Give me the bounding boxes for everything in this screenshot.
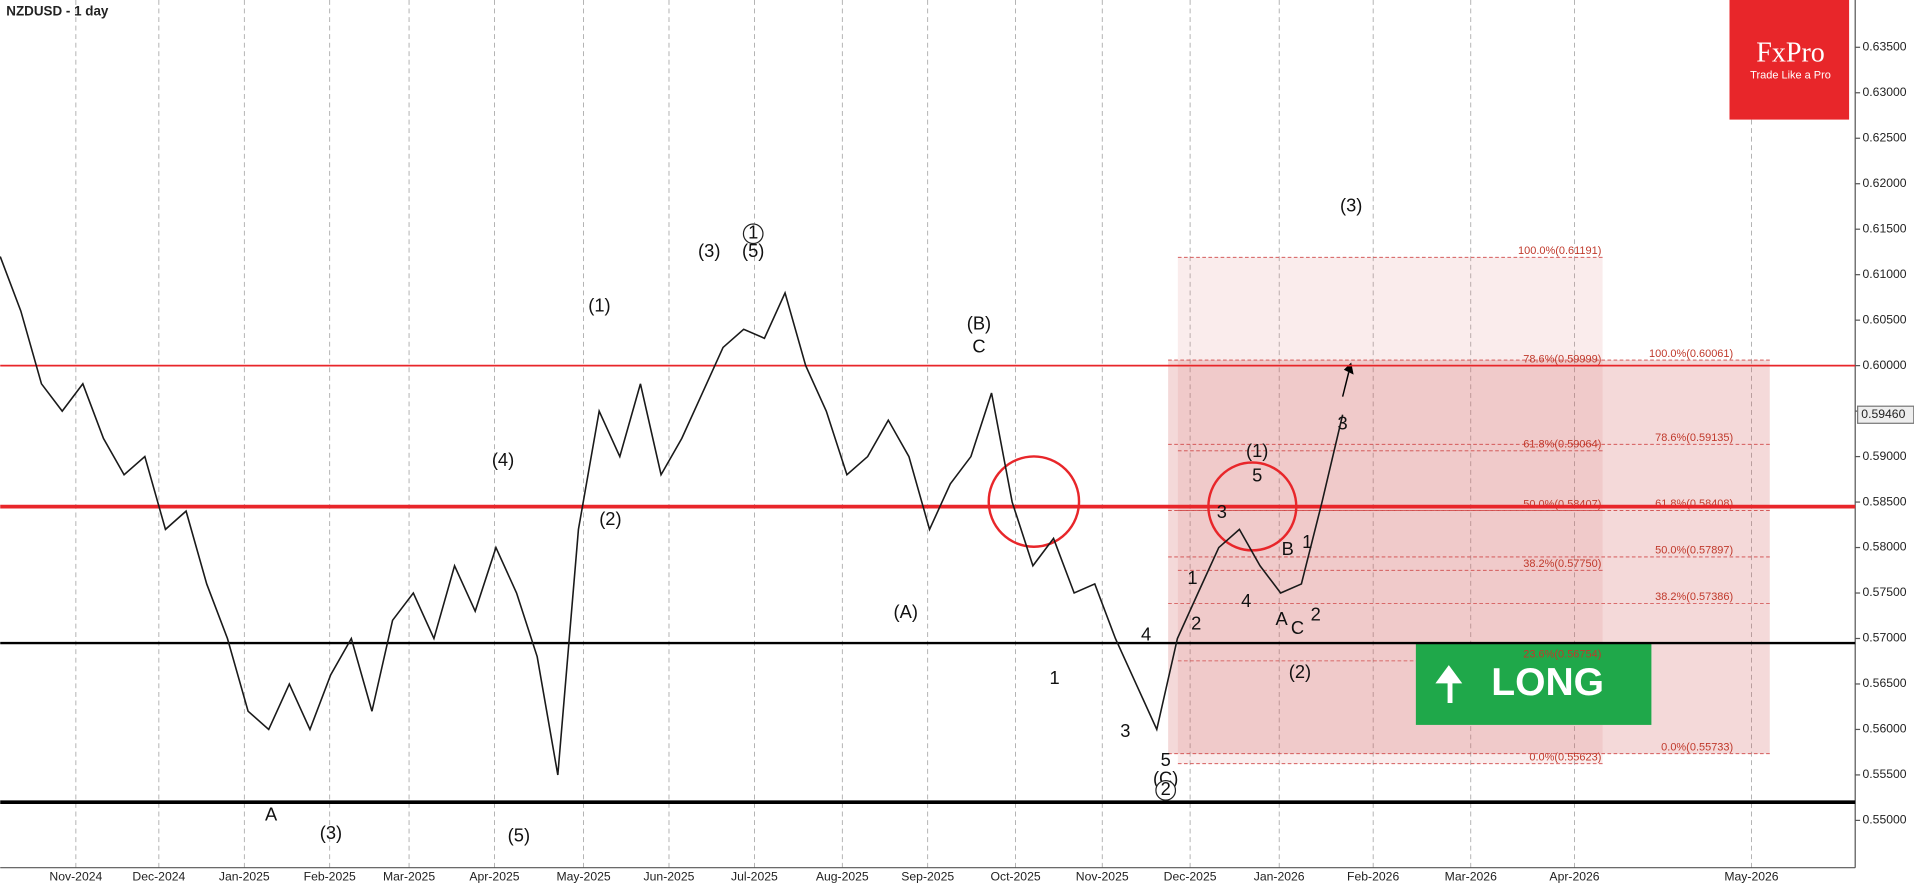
- wave-label: A: [1276, 608, 1289, 629]
- fib-label: 61.8%(0.59064): [1523, 439, 1601, 451]
- wave-label: 4: [1241, 590, 1251, 611]
- wave-label: 1: [1187, 567, 1197, 588]
- brand-tagline: Trade Like a Pro: [1750, 70, 1831, 82]
- x-tick-label: Nov-2024: [49, 870, 102, 884]
- y-tick-label: 0.55500: [1863, 767, 1907, 781]
- y-tick-label: 0.56000: [1863, 722, 1907, 736]
- wave-label: C: [972, 335, 985, 356]
- y-tick-label: 0.57000: [1863, 631, 1907, 645]
- wave-label: (2): [599, 508, 621, 529]
- wave-label: (A): [894, 601, 918, 622]
- fib-label: 50.0%(0.57897): [1655, 545, 1733, 557]
- x-tick-label: May-2025: [556, 870, 610, 884]
- y-tick-label: 0.60500: [1863, 312, 1907, 326]
- y-tick-label: 0.61000: [1863, 267, 1907, 281]
- wave-circle: [742, 223, 764, 245]
- x-tick-label: Apr-2026: [1549, 870, 1599, 884]
- x-tick-label: Mar-2025: [383, 870, 435, 884]
- x-tick-label: May-2026: [1724, 870, 1778, 884]
- up-arrow-icon: [1435, 665, 1463, 703]
- wave-label: 3: [1120, 720, 1130, 741]
- brand-logo: FxPro Trade Like a Pro: [1729, 0, 1850, 120]
- fib-label: 0.0%(0.55733): [1661, 742, 1733, 754]
- y-tick-label: 0.61500: [1863, 221, 1907, 235]
- brand-name: FxPro: [1756, 37, 1825, 68]
- wave-label: 3: [1338, 413, 1348, 434]
- wave-label: 3: [1217, 501, 1227, 522]
- fib-label: 100.0%(0.60061): [1649, 348, 1733, 360]
- fib-label: 78.6%(0.59135): [1655, 432, 1733, 444]
- wave-label: 5: [1161, 749, 1171, 770]
- x-tick-label: Jun-2025: [644, 870, 695, 884]
- y-tick-label: 0.55000: [1863, 813, 1907, 827]
- y-tick-label: 0.59000: [1863, 449, 1907, 463]
- fib-label: 23.6%(0.56754): [1523, 649, 1601, 661]
- wave-label: C: [1291, 617, 1304, 638]
- fib-label: 78.6%(0.59999): [1523, 354, 1601, 366]
- x-tick-label: Jan-2025: [219, 870, 270, 884]
- wave-label: 1: [748, 222, 758, 243]
- wave-label: 2: [1311, 604, 1321, 625]
- wave-label: B: [1282, 538, 1294, 559]
- signal-label: LONG: [1491, 661, 1604, 704]
- highlight-circle: [987, 455, 1081, 548]
- x-tick-label: Feb-2025: [304, 870, 356, 884]
- wave-label: 1: [1050, 667, 1060, 688]
- fib-label: 50.0%(0.58407): [1523, 498, 1601, 510]
- last-price-label: 0.59460: [1861, 407, 1905, 421]
- wave-label: (5): [508, 825, 530, 846]
- fib-label: 0.0%(0.55623): [1529, 752, 1601, 764]
- x-tick-label: Mar-2026: [1445, 870, 1497, 884]
- wave-label: 4: [1141, 624, 1151, 645]
- wave-label: 1: [1302, 531, 1312, 552]
- wave-label: (3): [320, 822, 342, 843]
- wave-circle: [1155, 780, 1177, 801]
- projection-arrow: [1341, 372, 1350, 397]
- x-tick-label: Nov-2025: [1076, 870, 1129, 884]
- wave-label: 5: [1252, 464, 1262, 485]
- wave-label: (4): [492, 449, 514, 470]
- wave-label: (1): [1246, 440, 1268, 461]
- price-line: [0, 256, 1344, 776]
- signal-button: LONG: [1415, 643, 1652, 725]
- y-tick-label: 0.62000: [1863, 176, 1907, 190]
- y-tick-label: 0.60000: [1863, 358, 1907, 372]
- y-tick-label: 0.57500: [1863, 585, 1907, 599]
- y-tick-label: 0.63000: [1863, 85, 1907, 99]
- x-tick-label: Apr-2025: [469, 870, 519, 884]
- x-tick-label: Oct-2025: [991, 870, 1041, 884]
- wave-label: (2): [1289, 661, 1311, 682]
- fib-label: 38.2%(0.57750): [1523, 558, 1601, 570]
- chart-title: NZDUSD - 1 day: [6, 4, 109, 19]
- x-tick-label: Sep-2025: [901, 870, 954, 884]
- signal-box: [1415, 643, 1652, 725]
- x-tick-label: Jan-2026: [1254, 870, 1305, 884]
- wave-label: A: [265, 804, 278, 825]
- x-tick-label: Aug-2025: [816, 870, 869, 884]
- wave-label: 2: [1161, 778, 1171, 799]
- fib-label: 100.0%(0.61191): [1518, 245, 1601, 257]
- x-tick-label: Dec-2024: [132, 870, 185, 884]
- y-tick-label: 0.63500: [1863, 40, 1907, 54]
- wave-label: 2: [1191, 613, 1201, 634]
- wave-label: (5): [742, 240, 764, 261]
- x-tick-label: Feb-2026: [1347, 870, 1399, 884]
- x-tick-label: Dec-2025: [1164, 870, 1217, 884]
- y-tick-label: 0.58500: [1863, 494, 1907, 508]
- y-tick-label: 0.58000: [1863, 540, 1907, 554]
- fib-label: 38.2%(0.57386): [1655, 591, 1733, 603]
- y-tick-label: 0.56500: [1863, 676, 1907, 690]
- logo-box: [1729, 0, 1850, 120]
- wave-label: (3): [1340, 194, 1362, 215]
- y-tick-label: 0.62500: [1863, 130, 1907, 144]
- wave-label: (1): [588, 294, 610, 315]
- x-tick-label: Jul-2025: [731, 870, 778, 884]
- wave-label: (B): [967, 313, 991, 334]
- wave-label: (3): [698, 240, 720, 261]
